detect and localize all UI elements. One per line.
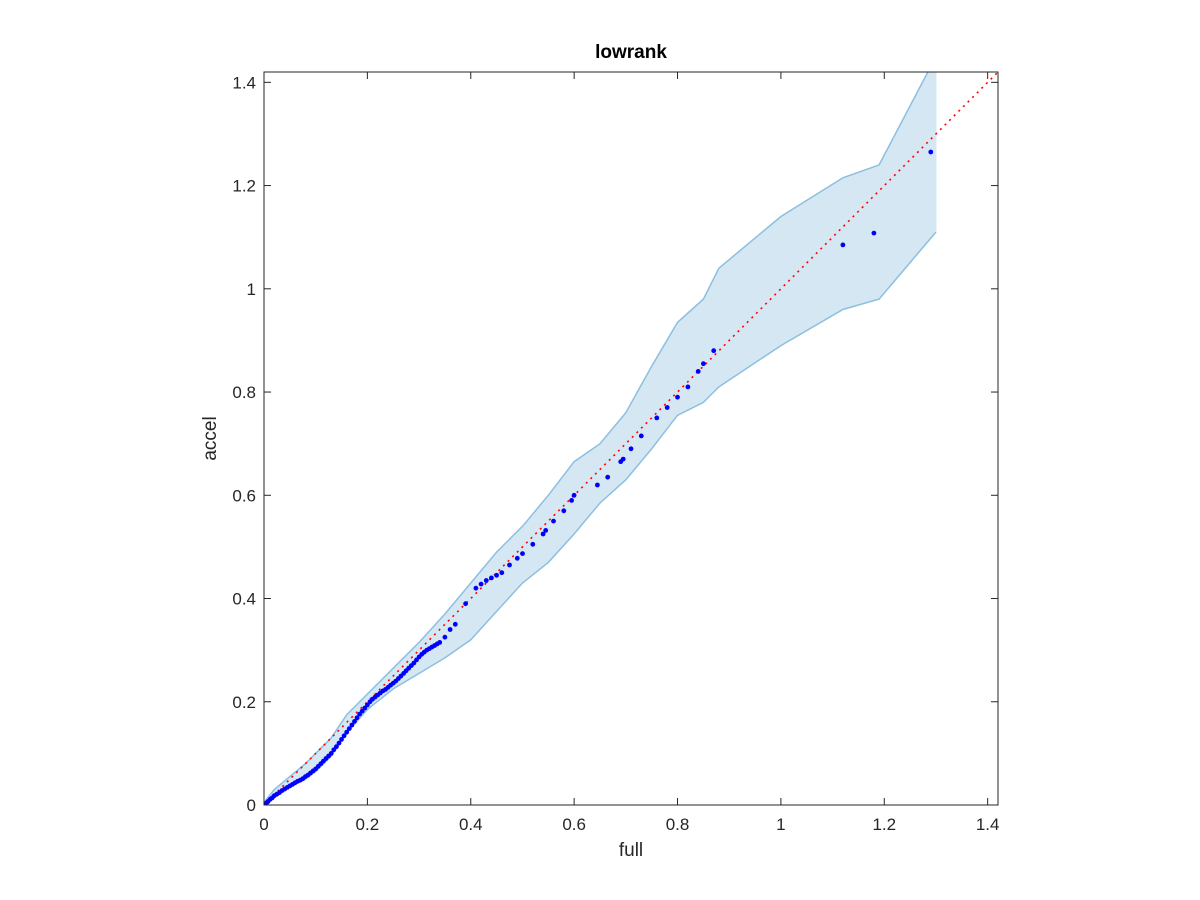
x-tick-label: 1.2 bbox=[872, 815, 896, 834]
x-tick-label: 0.2 bbox=[356, 815, 380, 834]
data-point bbox=[701, 361, 706, 367]
band-lower-edge bbox=[264, 231, 937, 805]
plot-area bbox=[264, 72, 998, 805]
data-point bbox=[514, 555, 520, 561]
data-point bbox=[520, 551, 525, 556]
y-tick-label: 0.6 bbox=[232, 486, 256, 505]
data-point bbox=[571, 492, 577, 498]
data-point bbox=[336, 740, 342, 746]
y-tick-label: 1.2 bbox=[232, 177, 256, 196]
data-point bbox=[473, 585, 479, 591]
data-point bbox=[489, 575, 494, 581]
band-upper-edge bbox=[264, 72, 929, 803]
data-point bbox=[638, 433, 644, 439]
data-point bbox=[354, 715, 360, 721]
x-tick-label: 1 bbox=[776, 815, 785, 834]
data-point bbox=[561, 508, 567, 514]
x-tick-label: 0.8 bbox=[666, 815, 690, 834]
data-point bbox=[605, 474, 611, 480]
data-point bbox=[551, 518, 556, 524]
chart-title: lowrank bbox=[595, 42, 667, 63]
x-tick-label: 0.4 bbox=[459, 815, 483, 834]
axes-frame bbox=[263, 71, 999, 806]
y-tick-label: 0 bbox=[247, 796, 256, 815]
data-point bbox=[711, 348, 717, 354]
data-point bbox=[928, 149, 934, 155]
data-point bbox=[499, 570, 505, 576]
data-point bbox=[483, 578, 489, 583]
data-point bbox=[344, 729, 350, 735]
confidence-band bbox=[264, 72, 936, 805]
axis-ticks: 0 0.2 0.4 0.6 0.8 1 1.2 1.4 0 0.2 0.4 0.6 0.8 1 1.2 1.4 bbox=[232, 72, 999, 834]
data-point bbox=[328, 751, 334, 756]
y-tick-label: 1 bbox=[247, 280, 256, 299]
data-point bbox=[494, 572, 499, 578]
data-point bbox=[478, 581, 484, 587]
data-point bbox=[442, 634, 448, 640]
data-point bbox=[543, 528, 549, 533]
x-tick-label: 0 bbox=[259, 815, 268, 834]
data-point bbox=[685, 384, 691, 390]
data-point bbox=[341, 733, 347, 739]
data-point bbox=[507, 562, 512, 568]
data-point bbox=[463, 601, 468, 607]
y-tick-label: 0.4 bbox=[232, 590, 256, 609]
data-point bbox=[654, 415, 660, 421]
data-point bbox=[569, 498, 574, 503]
data-point bbox=[871, 230, 877, 236]
y-tick-label: 1.4 bbox=[232, 73, 256, 92]
data-point bbox=[349, 722, 355, 728]
data-point bbox=[540, 531, 546, 537]
data-point bbox=[437, 640, 443, 645]
y-tick-label: 0.8 bbox=[232, 383, 256, 402]
y-axis-label: accel bbox=[200, 416, 221, 460]
data-point bbox=[628, 446, 634, 452]
data-point bbox=[675, 394, 680, 400]
data-point bbox=[695, 369, 701, 374]
data-point bbox=[620, 456, 626, 462]
data-point bbox=[346, 726, 352, 731]
data-point bbox=[452, 621, 458, 627]
data-point bbox=[840, 242, 846, 248]
data-point bbox=[530, 541, 536, 547]
x-axis-label: full bbox=[619, 840, 643, 861]
x-tick-label: 1.4 bbox=[976, 815, 1000, 834]
data-point bbox=[334, 744, 339, 750]
data-point bbox=[339, 737, 344, 742]
data-point bbox=[595, 482, 600, 488]
x-tick-label: 0.6 bbox=[562, 815, 586, 834]
data-point bbox=[352, 719, 357, 724]
data-point bbox=[447, 627, 453, 632]
data-point bbox=[664, 405, 670, 410]
y-tick-label: 0.2 bbox=[232, 693, 256, 712]
